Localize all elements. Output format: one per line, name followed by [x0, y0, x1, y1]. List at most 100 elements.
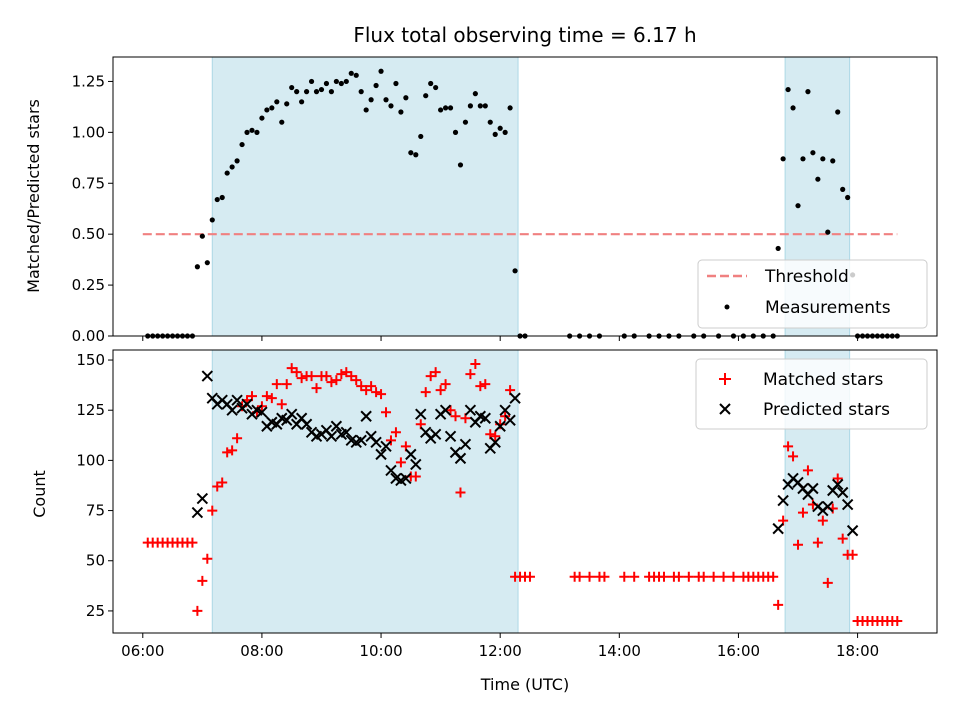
- x-tick-label: 08:00: [240, 642, 283, 660]
- predicted-star-point: [479, 412, 491, 424]
- matched-star-point: [420, 387, 431, 398]
- matched-star-point: [276, 399, 287, 410]
- measurement-point: [199, 233, 205, 239]
- measurement-point: [467, 103, 473, 109]
- matched-star-point: [271, 379, 282, 390]
- measurement-point: [492, 131, 498, 137]
- predicted-star-point: [777, 494, 789, 507]
- measurement-point: [815, 176, 821, 182]
- x-tick-label: 12:00: [479, 642, 522, 660]
- measurement-point: [279, 119, 285, 125]
- matched-star-point: [619, 571, 630, 582]
- predicted-star-point: [464, 404, 477, 416]
- predicted-star-point: [459, 438, 472, 451]
- predicted-star-point: [191, 506, 204, 519]
- legend-threshold-label: Threshold: [764, 267, 849, 287]
- measurement-point: [413, 152, 419, 158]
- top-y-tick-label: 0.50: [72, 225, 105, 243]
- measurement-point: [338, 80, 344, 87]
- bottom-y-tick-label: 100: [76, 451, 105, 469]
- measurement-point: [512, 268, 518, 274]
- matched-star-point: [797, 507, 808, 518]
- measurement-point: [388, 103, 394, 109]
- predicted-star-point: [841, 498, 854, 511]
- top-y-tick-label: 1.25: [72, 72, 105, 90]
- matched-star-point: [435, 385, 446, 396]
- measurement-point: [348, 70, 354, 76]
- measurement-point: [825, 229, 831, 235]
- measurement-point: [383, 97, 389, 103]
- matched-star-point: [376, 389, 387, 400]
- matched-star-point: [480, 379, 491, 390]
- matched-star-point: [793, 539, 804, 550]
- predicted-star-point: [822, 500, 834, 513]
- measurement-point: [408, 150, 414, 156]
- matched-star-point: [227, 445, 238, 456]
- matched-star-point: [202, 553, 213, 564]
- measurement-point: [785, 86, 791, 93]
- predicted-star-point: [226, 404, 238, 416]
- bottom-legend-box: [695, 358, 928, 430]
- bottom-y-tick-label: 25: [86, 602, 105, 620]
- matched-star-point: [445, 405, 456, 416]
- matched-star-point: [187, 537, 198, 548]
- measurement-point: [274, 99, 280, 105]
- matched-star-point: [847, 549, 858, 560]
- measurement-point: [204, 260, 210, 266]
- x-tick-label: 10:00: [359, 642, 402, 660]
- measurement-point: [482, 103, 488, 109]
- matched-star-point: [718, 571, 729, 582]
- predicted-star-point: [256, 406, 268, 418]
- measurement-point: [428, 80, 434, 87]
- matched-star-point: [306, 371, 317, 382]
- top-y-axis-label: Matched/Predicted stars: [24, 99, 43, 293]
- matched-star-point: [440, 379, 451, 390]
- predicted-star-point: [405, 448, 417, 461]
- measurement-point: [308, 78, 315, 85]
- measurement-point: [442, 105, 449, 111]
- matched-star-point: [326, 377, 337, 388]
- matched-star-point: [455, 487, 466, 498]
- predicted-star-point: [375, 448, 387, 461]
- predicted-star-point: [300, 418, 313, 430]
- measurement-point: [249, 127, 255, 133]
- matched-star-point: [385, 435, 396, 446]
- measurement-point: [790, 105, 796, 111]
- predicted-star-point: [772, 522, 784, 535]
- matched-star-point: [430, 367, 441, 378]
- measurement-point: [294, 89, 300, 95]
- measurement-point: [403, 95, 409, 101]
- measurement-point: [353, 72, 359, 78]
- measurement-point: [313, 89, 320, 95]
- measurement-point: [303, 89, 310, 95]
- top-y-tick-label: 0.75: [72, 174, 105, 192]
- measurement-point: [358, 89, 364, 95]
- measurement-point: [318, 86, 325, 93]
- measurements-legend-swatch: [724, 304, 730, 310]
- matched-star-point: [331, 375, 342, 386]
- matched-star-point: [311, 383, 322, 394]
- measurement-point: [438, 107, 444, 113]
- matched-star-point: [673, 571, 684, 582]
- measurement-point: [805, 89, 811, 95]
- measurement-point: [378, 68, 384, 74]
- predicted-star-point: [231, 394, 243, 406]
- matched-star-point: [599, 571, 610, 582]
- predicted-star-point: [832, 478, 844, 491]
- measurement-point: [423, 93, 429, 99]
- measurement-point: [393, 80, 399, 87]
- measurement-point: [363, 107, 369, 113]
- matched-star-point: [817, 515, 828, 526]
- measurement-point: [835, 109, 841, 115]
- measurement-point: [398, 109, 404, 115]
- predicted-star-point: [494, 420, 506, 432]
- predicted-star-point: [444, 430, 457, 443]
- measurement-point: [487, 119, 493, 125]
- predicted-star-point: [325, 430, 338, 443]
- predicted-star-point: [196, 492, 209, 505]
- matched-star-point: [728, 571, 739, 582]
- top-panel: 0.00 0.25 0.50 0.75 1.00 1.25 Matched/Predict…: [24, 56, 938, 345]
- observing-window-shade: [211, 56, 519, 337]
- bottom-y-tick-label: 125: [76, 401, 105, 419]
